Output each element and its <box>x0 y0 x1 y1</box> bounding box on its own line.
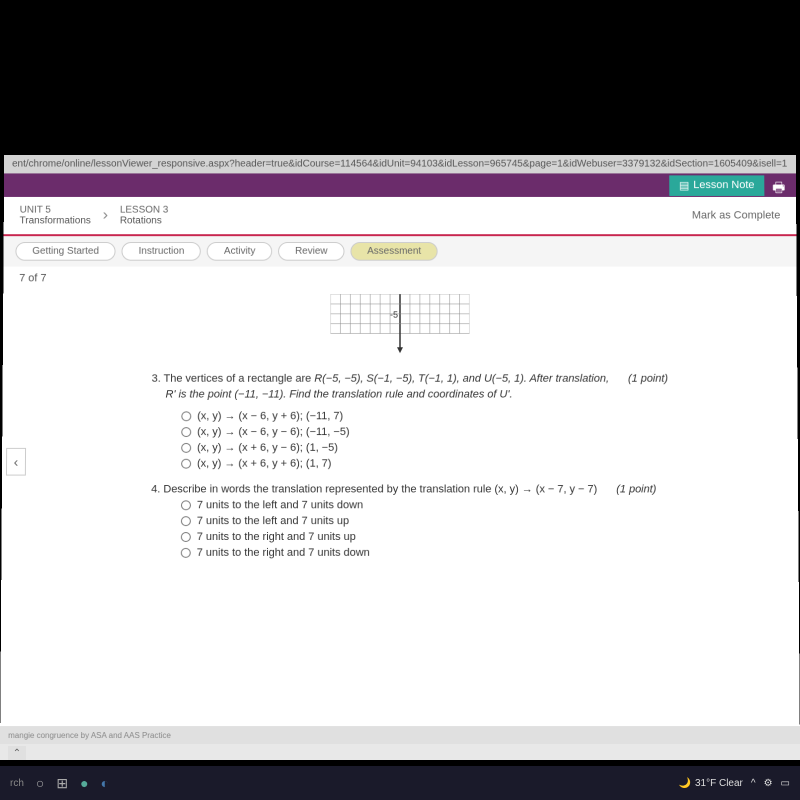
q3-option-d[interactable]: (x, y) → (x + 6, y + 6); (1, 7) <box>181 458 738 470</box>
moon-icon: 🌙 <box>679 778 691 789</box>
q4-points: (1 point) <box>616 484 656 496</box>
q4-text: Describe in words the translation repres… <box>163 484 597 496</box>
breadcrumb: UNIT 5 Transformations › LESSON 3 Rotati… <box>4 197 797 236</box>
q3-number: 3. <box>152 373 161 385</box>
lesson-note-button[interactable]: ▤ Lesson Note <box>669 175 764 196</box>
unit-crumb[interactable]: UNIT 5 Transformations <box>20 205 91 227</box>
prev-button[interactable]: ‹ <box>6 448 26 476</box>
q4-option-c[interactable]: 7 units to the right and 7 units up <box>181 531 739 543</box>
search-label[interactable]: rch <box>10 778 24 789</box>
q3-subtext: R' is the point (−11, −11). Find the tra… <box>165 389 737 401</box>
q3-option-a[interactable]: (x, y) → (x − 6, y + 6); (−11, 7) <box>181 410 738 422</box>
radio-icon[interactable] <box>181 459 191 469</box>
grid-figure: -5 <box>330 294 469 353</box>
taskview-icon[interactable]: ⊞ <box>56 775 68 792</box>
tab-assessment[interactable]: Assessment <box>350 242 438 261</box>
grid-y-label: -5 <box>390 310 398 320</box>
radio-icon[interactable] <box>181 443 191 453</box>
weather-widget[interactable]: 🌙 31°F Clear <box>679 778 743 789</box>
lesson-name: Rotations <box>120 216 169 227</box>
app-icon-2[interactable]: ◐ <box>101 775 109 791</box>
tab-review[interactable]: Review <box>278 242 344 261</box>
note-icon: ▤ <box>679 179 689 192</box>
top-toolbar: ▤ Lesson Note 🖶 <box>4 173 796 197</box>
tray-chevron-icon[interactable]: ^ <box>751 778 756 789</box>
lesson-label: LESSON 3 <box>120 205 169 216</box>
chevron-up-icon[interactable]: ⌃ <box>8 746 26 760</box>
radio-icon[interactable] <box>181 427 191 437</box>
wifi-icon[interactable]: ⚙ <box>764 778 773 789</box>
q3-opt-b-label: (x, y) → (x − 6, y − 6); (−11, −5) <box>197 426 349 438</box>
unit-label: UNIT 5 <box>20 205 91 216</box>
chevron-right-icon: › <box>103 207 108 225</box>
content-area: ‹ -5 <box>0 290 800 726</box>
q4-options: 7 units to the left and 7 units down 7 u… <box>181 499 739 558</box>
q3-opt-d-label: (x, y) → (x + 6, y + 6); (1, 7) <box>197 458 331 470</box>
cortana-icon[interactable]: ○ <box>36 775 44 791</box>
tab-instruction[interactable]: Instruction <box>122 242 202 261</box>
q3-opt-a-label: (x, y) → (x − 6, y + 6); (−11, 7) <box>197 410 343 422</box>
q3-text-a: The vertices of a rectangle are <box>164 373 315 385</box>
url-bar[interactable]: ent/chrome/online/lessonViewer_responsiv… <box>4 155 796 174</box>
radio-icon[interactable] <box>181 548 191 558</box>
app-icon[interactable]: ● <box>80 775 88 791</box>
weather-text: 31°F Clear <box>695 778 743 789</box>
question-3: 3. The vertices of a rectangle are R(−5,… <box>151 373 738 470</box>
q4-option-a[interactable]: 7 units to the left and 7 units down <box>181 499 739 511</box>
q3-option-b[interactable]: (x, y) → (x − 6, y − 6); (−11, −5) <box>181 426 738 438</box>
bottom-strip: mangie congruence by ASA and AAS Practic… <box>0 726 800 744</box>
question-4: 4. Describe in words the translation rep… <box>151 484 739 559</box>
q4-opt-c-label: 7 units to the right and 7 units up <box>197 531 356 543</box>
tab-activity[interactable]: Activity <box>207 242 272 261</box>
radio-icon[interactable] <box>181 500 191 510</box>
lesson-note-label: Lesson Note <box>693 179 754 191</box>
unit-name: Transformations <box>20 216 91 227</box>
radio-icon[interactable] <box>181 516 191 526</box>
mark-complete-button[interactable]: Mark as Complete <box>692 210 780 222</box>
tabs: Getting Started Instruction Activity Rev… <box>3 236 796 266</box>
q3-options: (x, y) → (x − 6, y + 6); (−11, 7) (x, y)… <box>181 410 738 469</box>
q4-opt-b-label: 7 units to the left and 7 units up <box>197 515 349 527</box>
taskbar: rch ○ ⊞ ● ◐ 🌙 31°F Clear ^ ⚙ ▭ <box>0 766 800 800</box>
q3-option-c[interactable]: (x, y) → (x + 6, y − 6); (1, −5) <box>181 442 738 454</box>
q4-opt-d-label: 7 units to the right and 7 units down <box>197 547 370 559</box>
q3-text-b: R(−5, −5), S(−1, −5), T(−1, 1), and U(−5… <box>314 373 609 385</box>
tab-getting-started[interactable]: Getting Started <box>15 242 115 261</box>
q3-opt-c-label: (x, y) → (x + 6, y − 6); (1, −5) <box>197 442 338 454</box>
battery-icon[interactable]: ▭ <box>781 778 790 789</box>
lesson-crumb[interactable]: LESSON 3 Rotations <box>120 205 169 227</box>
q4-option-b[interactable]: 7 units to the left and 7 units up <box>181 515 739 527</box>
radio-icon[interactable] <box>181 411 191 421</box>
q4-opt-a-label: 7 units to the left and 7 units down <box>197 499 363 511</box>
q4-number: 4. <box>151 484 160 496</box>
radio-icon[interactable] <box>181 532 191 542</box>
q4-option-d[interactable]: 7 units to the right and 7 units down <box>181 547 739 559</box>
q3-points: (1 point) <box>628 373 668 385</box>
print-icon[interactable]: 🖶 <box>772 177 788 193</box>
page-count: 7 of 7 <box>3 267 796 291</box>
